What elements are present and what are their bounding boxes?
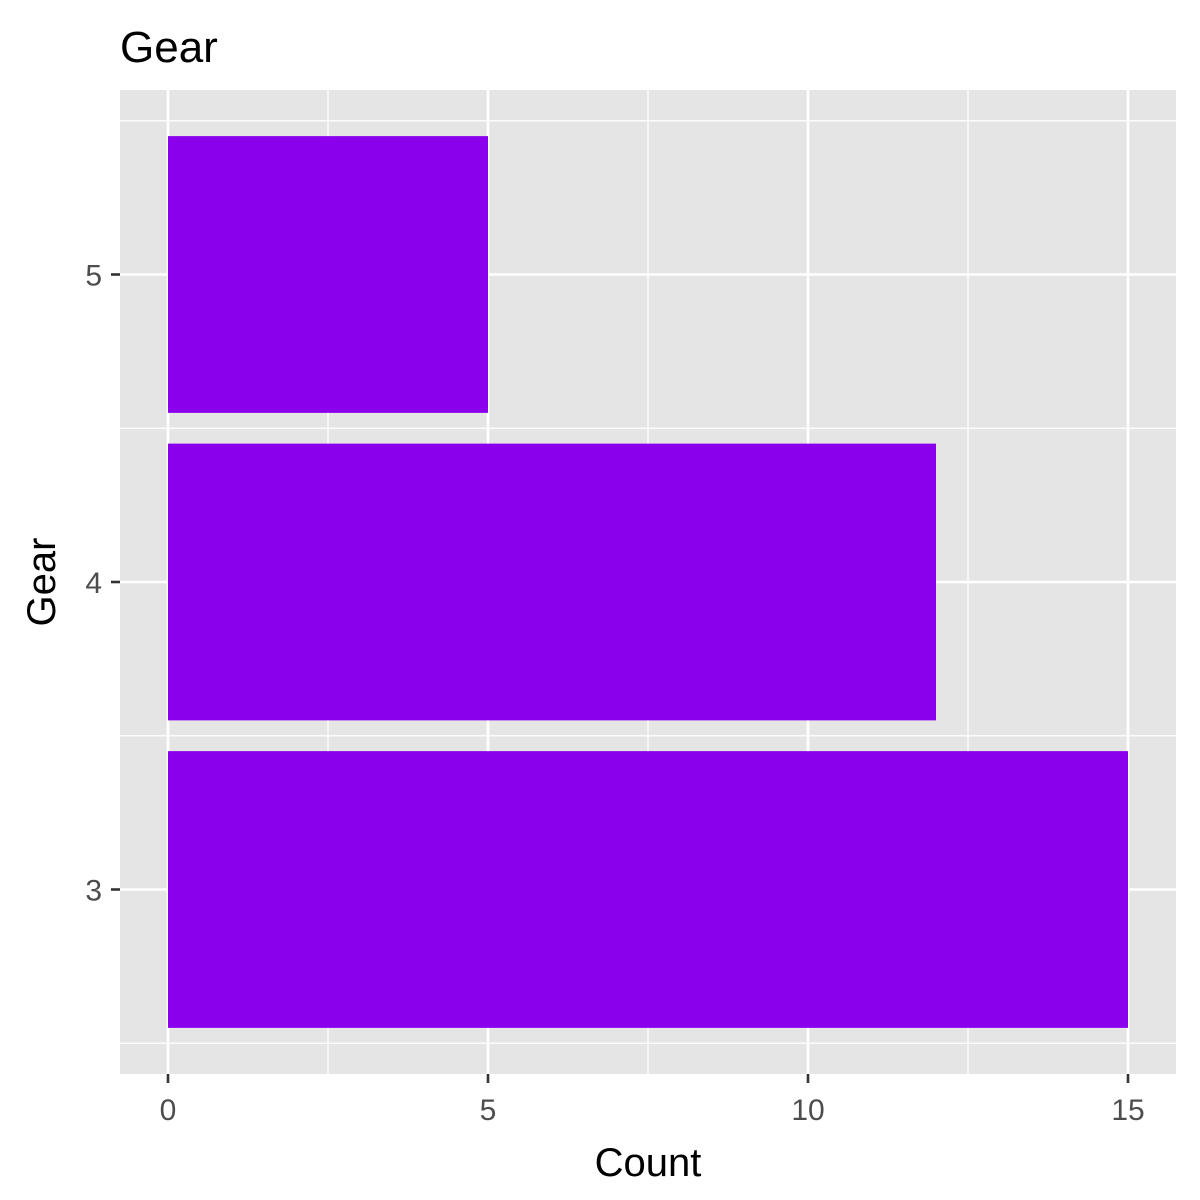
chart-title: Gear bbox=[120, 23, 218, 72]
x-tick-label: 15 bbox=[1111, 1094, 1144, 1127]
x-axis-title: Count bbox=[595, 1141, 702, 1185]
y-tick-label: 3 bbox=[85, 875, 102, 908]
bar-gear-5 bbox=[168, 136, 488, 413]
y-axis-title: Gear bbox=[20, 538, 64, 627]
x-axis: 0 5 10 15 bbox=[160, 1074, 1145, 1127]
x-tick-label: 10 bbox=[791, 1094, 824, 1127]
bar-gear-4 bbox=[168, 443, 936, 721]
x-tick-label: 0 bbox=[160, 1094, 177, 1127]
y-tick-label: 5 bbox=[85, 260, 102, 293]
bars bbox=[168, 136, 1128, 1028]
bar-gear-3 bbox=[168, 751, 1128, 1028]
y-tick-label: 4 bbox=[85, 567, 102, 600]
x-tick-label: 5 bbox=[480, 1094, 497, 1127]
y-axis: 3 4 5 bbox=[85, 260, 120, 908]
